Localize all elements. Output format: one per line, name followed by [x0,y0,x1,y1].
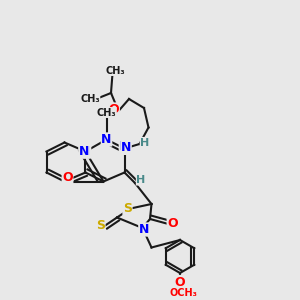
Text: CH₃: CH₃ [97,107,116,118]
Text: OCH₃: OCH₃ [169,287,197,298]
Text: H: H [136,175,146,185]
Text: N: N [101,133,112,146]
Text: O: O [167,217,178,230]
Text: N: N [79,145,89,158]
Text: O: O [109,103,119,116]
Text: H: H [140,137,149,148]
Text: S: S [96,219,105,232]
Text: O: O [62,171,73,184]
Text: N: N [80,145,91,158]
Text: CH₃: CH₃ [106,65,125,76]
Text: O: O [175,275,185,289]
Text: S: S [123,202,132,215]
Text: N: N [139,223,149,236]
Text: CH₃: CH₃ [80,94,100,104]
Text: N: N [121,141,131,154]
Text: N: N [119,140,130,154]
